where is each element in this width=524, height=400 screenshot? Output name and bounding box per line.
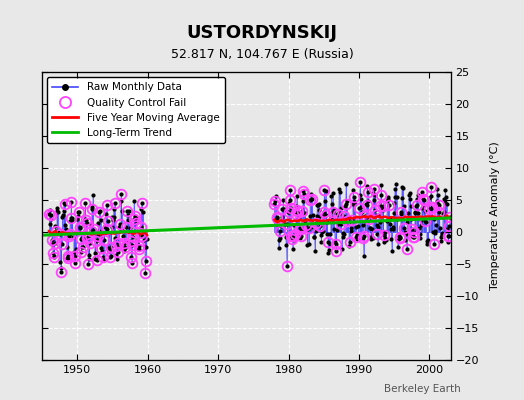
- Y-axis label: Temperature Anomaly (°C): Temperature Anomaly (°C): [490, 142, 500, 290]
- Text: USTORDYNSKIJ: USTORDYNSKIJ: [187, 24, 337, 42]
- Text: 52.817 N, 104.767 E (Russia): 52.817 N, 104.767 E (Russia): [171, 48, 353, 61]
- Text: Berkeley Earth: Berkeley Earth: [385, 384, 461, 394]
- Legend: Raw Monthly Data, Quality Control Fail, Five Year Moving Average, Long-Term Tren: Raw Monthly Data, Quality Control Fail, …: [47, 77, 225, 143]
